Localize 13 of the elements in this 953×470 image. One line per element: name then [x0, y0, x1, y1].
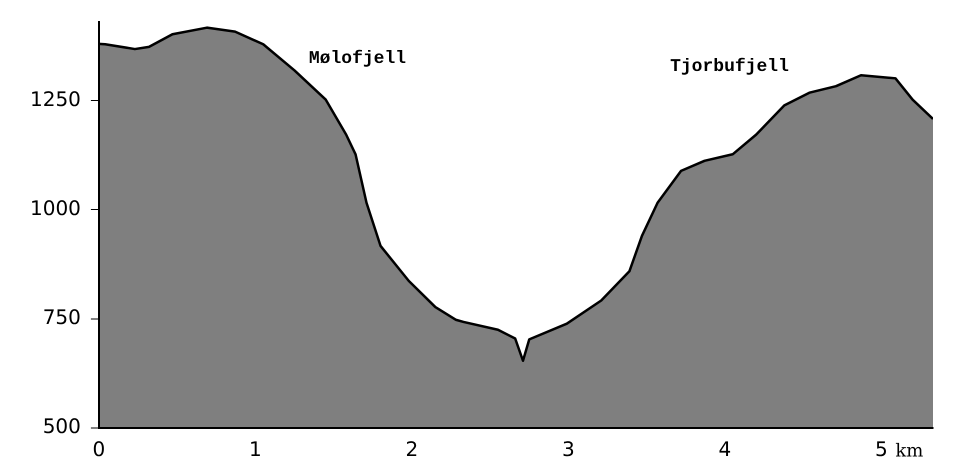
y-tick-label: 500	[42, 414, 81, 438]
x-tick-label: 2	[406, 437, 418, 462]
x-axis-title: km	[895, 440, 924, 462]
x-tick-label: 3	[562, 437, 575, 462]
x-tick-label: 5	[874, 437, 888, 462]
x-tick-label: 4	[718, 437, 732, 462]
y-tick-label: 1250	[30, 86, 81, 111]
annotation: Tjorbufjell	[670, 57, 790, 78]
y-tick-label: 1000	[30, 196, 81, 220]
y-tick-label: 750	[42, 305, 81, 330]
x-tick-label: 0	[92, 437, 106, 462]
annotation: Mølofjell	[308, 49, 406, 70]
x-tick-label: 1	[249, 437, 262, 462]
